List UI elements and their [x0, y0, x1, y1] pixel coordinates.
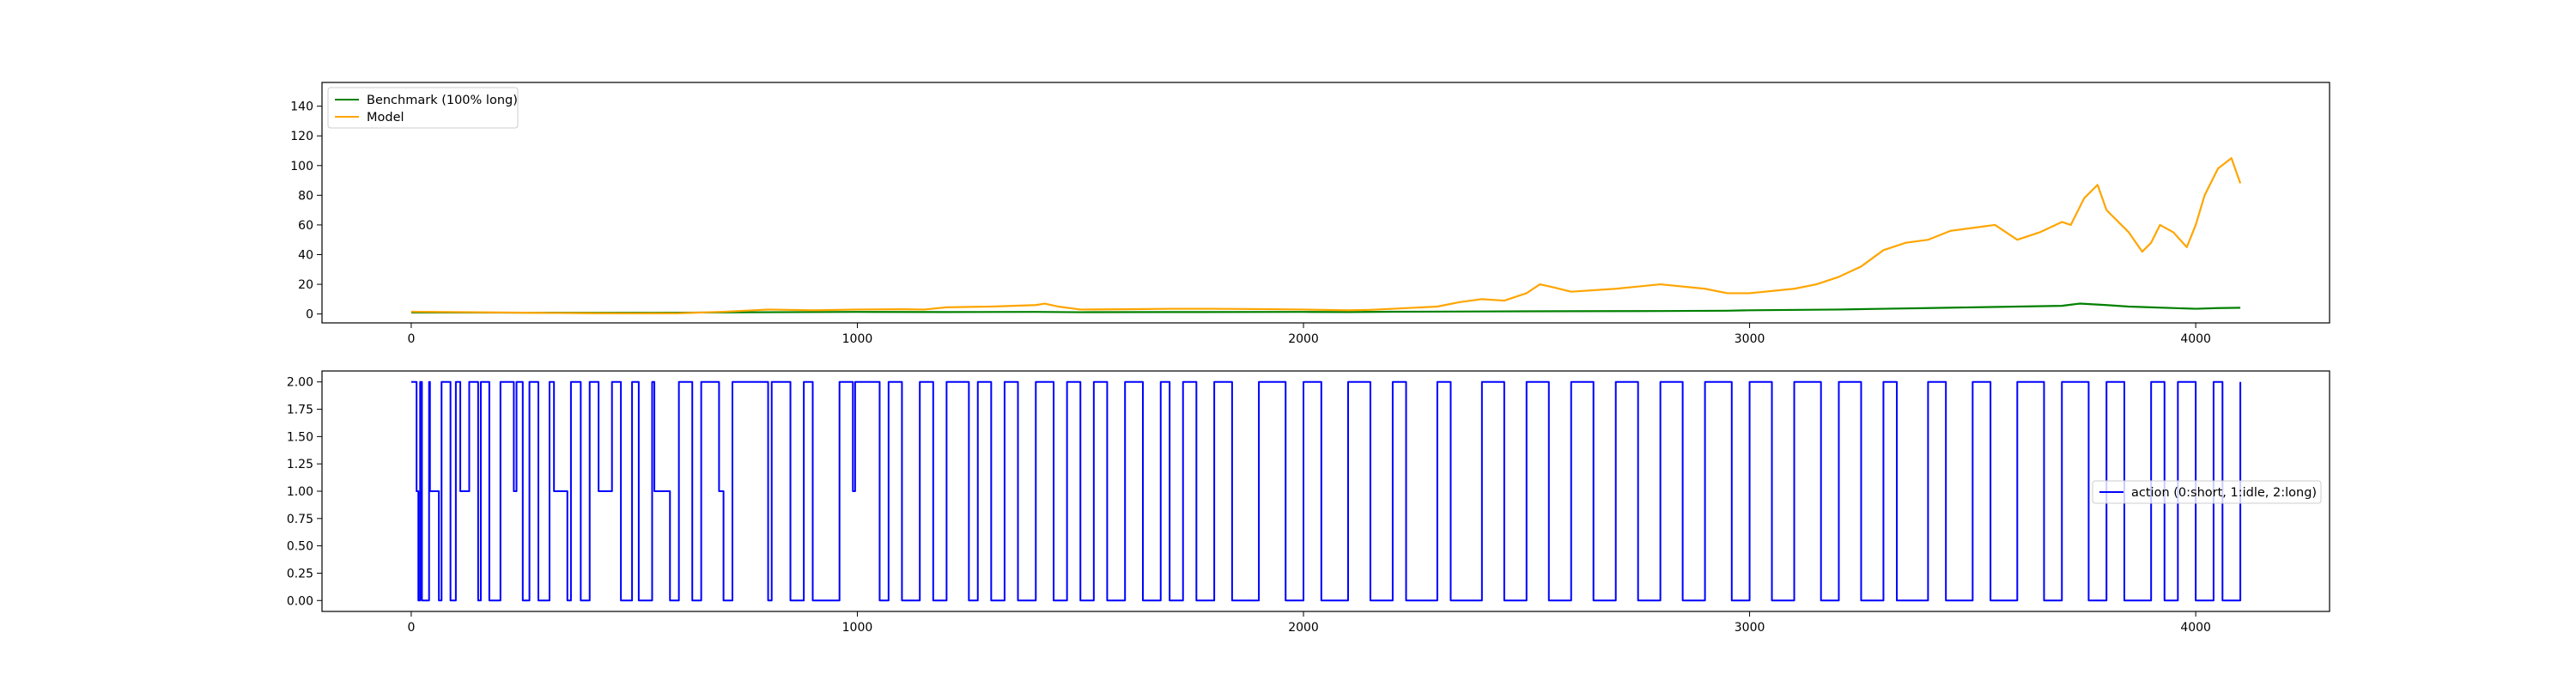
legend-benchmark-label: Benchmark (100% long)	[367, 94, 518, 107]
y-tick-label: 1.75	[287, 404, 313, 417]
series-line-benchmark	[410, 302, 2241, 314]
action-chart-ticks: 0 1000 2000 3000 4000 0.00 0.25 0.50 0.75 1.00 1.2…	[287, 376, 2211, 635]
y-tick-label: 140	[290, 100, 313, 114]
x-tick-label: 0	[407, 332, 415, 346]
y-tick-label: 1.25	[287, 458, 313, 471]
action-chart-background	[322, 371, 2330, 611]
y-tick-label: 60	[298, 219, 313, 233]
y-tick-label: 0.00	[287, 594, 313, 608]
x-tick-label: 2000	[1288, 332, 1319, 346]
price-chart-background	[322, 82, 2330, 323]
y-tick-label: 100	[290, 160, 313, 173]
series-line-action	[410, 380, 2242, 602]
legend-box	[327, 87, 519, 129]
y-tick-label: 1.00	[287, 485, 313, 499]
y-tick-label: 80	[298, 189, 313, 203]
legend-action-label: action (0:short, 1:idle, 2:long)	[2131, 486, 2317, 500]
series-line-model	[410, 157, 2242, 315]
y-tick-label: 120	[290, 130, 313, 143]
x-tick-label: 0	[407, 621, 415, 635]
x-tick-label: 2000	[1288, 621, 1319, 635]
y-tick-label: 0	[306, 308, 313, 322]
x-tick-label: 1000	[842, 332, 873, 346]
legend-box	[2092, 480, 2322, 504]
x-tick-label: 1000	[842, 621, 873, 635]
price-chart-legend: Benchmark (100% long) Model	[327, 87, 519, 129]
x-tick-label: 3000	[1735, 332, 1765, 346]
x-tick-label: 3000	[1735, 621, 1765, 635]
y-tick-label: 0.75	[287, 513, 313, 526]
y-tick-label: 1.50	[287, 430, 313, 444]
y-tick-label: 0.25	[287, 567, 313, 581]
action-chart-legend: action (0:short, 1:idle, 2:long)	[2092, 480, 2322, 504]
x-tick-label: 4000	[2180, 332, 2211, 346]
y-tick-label: 20	[298, 278, 313, 292]
legend-model-label: Model	[367, 111, 404, 125]
price-chart-ticks: 0 1000 2000 3000 4000 0 20 40 60 80 100 120 140	[290, 100, 2211, 346]
y-tick-label: 40	[298, 248, 313, 262]
y-tick-label: 2.00	[287, 376, 313, 390]
x-tick-label: 4000	[2180, 621, 2211, 635]
y-tick-label: 0.50	[287, 540, 313, 554]
action-chart-frame	[321, 370, 2330, 612]
price-chart-frame	[321, 82, 2330, 324]
action-chart: 0 1000 2000 3000 4000 0.00 0.25 0.50 0.75 1.00 1.2…	[287, 370, 2330, 635]
price-chart: 0 1000 2000 3000 4000 0 20 40 60 80 100 120 140 Benc…	[290, 82, 2330, 346]
price-chart-lines	[410, 157, 2242, 315]
action-chart-lines	[410, 380, 2242, 602]
